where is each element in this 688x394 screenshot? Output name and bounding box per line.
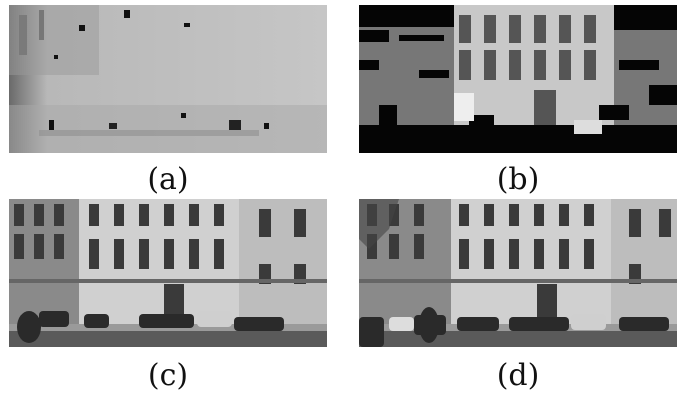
panel-d-caption: (d) bbox=[496, 358, 540, 393]
panel-d-image bbox=[359, 199, 677, 347]
panel-a-image bbox=[9, 5, 327, 153]
panel-a-caption: (a) bbox=[147, 162, 189, 197]
panel-b-image bbox=[359, 5, 677, 153]
panel-b-caption: (b) bbox=[496, 162, 540, 197]
panel-c-image bbox=[9, 199, 327, 347]
panel-c-caption: (c) bbox=[147, 358, 189, 393]
